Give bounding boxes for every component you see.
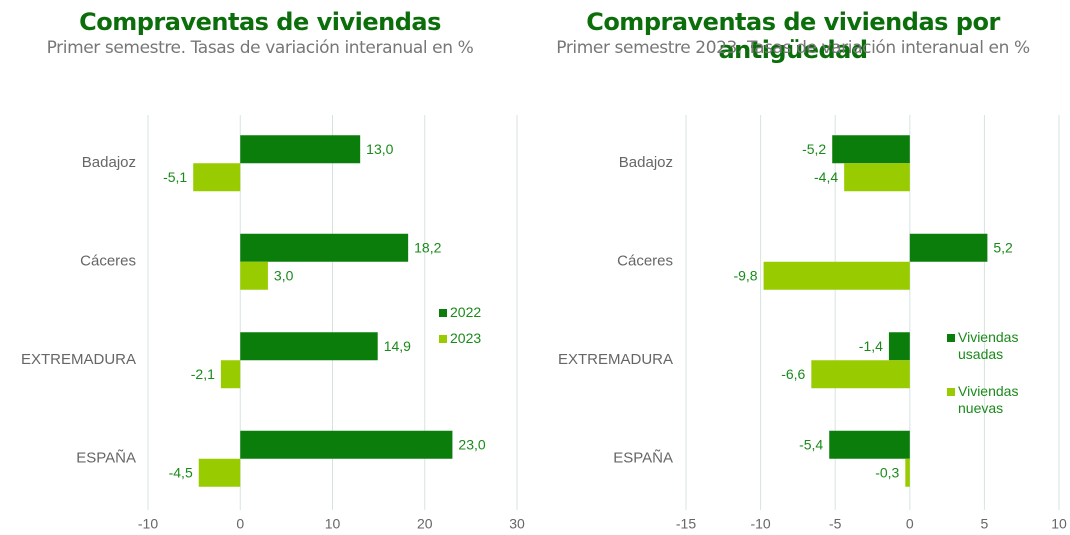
x-tick-label: -10: [750, 516, 770, 532]
data-label: -9,8: [733, 267, 757, 283]
data-label: -5,1: [163, 169, 187, 185]
x-tick-label: 5: [981, 516, 989, 532]
chart-subtitle: Primer semestre. Tasas de variación inte…: [46, 38, 474, 58]
data-label: 23,0: [458, 436, 485, 452]
x-tick-label: -10: [138, 516, 158, 532]
data-label: -4,4: [814, 169, 838, 185]
data-label: 14,9: [384, 338, 411, 354]
bar: [240, 233, 409, 262]
bar: [193, 163, 241, 192]
bar: [220, 360, 241, 389]
chart-subtitle: Primer semestre 2023. Tasas de variación…: [556, 38, 1030, 58]
y-tick-label: Badajoz: [619, 154, 673, 171]
legend-label: Viviendas usadas: [958, 329, 1019, 362]
y-tick-label: Badajoz: [82, 154, 136, 171]
y-tick-label: ESPAÑA: [76, 450, 136, 467]
y-tick-label: EXTREMADURA: [21, 351, 136, 368]
data-label: -4,5: [169, 464, 193, 480]
data-label: -5,4: [799, 436, 823, 452]
data-label: 13,0: [366, 141, 393, 157]
x-tick-label: 0: [236, 516, 244, 532]
x-tick-label: -5: [829, 516, 842, 532]
bar: [811, 360, 910, 389]
x-tick-label: 10: [325, 516, 341, 532]
bar: [832, 135, 910, 164]
bar: [240, 135, 361, 164]
data-label: 3,0: [274, 267, 294, 283]
legend-entry: Viviendas nuevas: [947, 383, 1038, 417]
y-tick-label: ESPAÑA: [613, 450, 673, 467]
bar: [909, 233, 988, 262]
legend-entry: Viviendas usadas: [947, 329, 1038, 363]
bar: [240, 332, 378, 361]
bar: [240, 261, 268, 290]
legend-swatch: [947, 388, 955, 396]
y-tick-label: EXTREMADURA: [558, 351, 673, 368]
x-tick-label: -15: [676, 516, 696, 532]
x-tick-label: 10: [1051, 516, 1067, 532]
bar: [198, 458, 241, 487]
bar: [905, 458, 910, 487]
x-tick-label: 0: [906, 516, 914, 532]
data-label: -1,4: [859, 338, 883, 354]
legend-label: 2023: [450, 330, 482, 346]
bar: [844, 163, 910, 192]
x-tick-label: 30: [509, 516, 525, 532]
chart-title: Compraventas de viviendas: [79, 8, 441, 36]
legend-label: Viviendas nuevas: [958, 383, 1019, 416]
legend-label: 2022: [450, 304, 482, 320]
data-label: -6,6: [781, 366, 805, 382]
y-tick-label: Cáceres: [80, 253, 136, 270]
chart-title: Compraventas de viviendas por antigüedad: [586, 8, 1000, 64]
legend-swatch: [947, 334, 955, 342]
legend-entry: 2022: [439, 304, 530, 321]
bar: [888, 332, 910, 361]
data-label: 18,2: [414, 239, 441, 255]
legend-swatch: [439, 335, 447, 343]
bar: [763, 261, 910, 290]
bar: [829, 430, 910, 459]
data-label: -5,2: [802, 141, 826, 157]
legend-entry: 2023: [439, 330, 530, 347]
x-tick-label: 20: [417, 516, 433, 532]
legend-swatch: [439, 309, 447, 317]
data-label: -2,1: [191, 366, 215, 382]
data-label: -0,3: [875, 464, 899, 480]
bar: [240, 430, 453, 459]
data-label: 5,2: [993, 239, 1013, 255]
y-tick-label: Cáceres: [617, 253, 673, 270]
